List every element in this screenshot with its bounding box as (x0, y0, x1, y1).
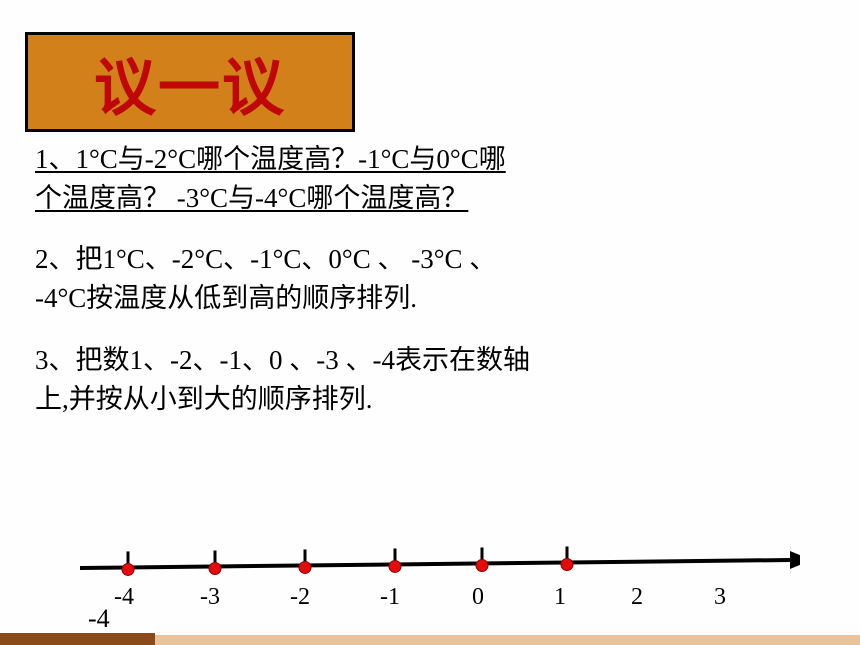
footer-base (155, 635, 860, 645)
svg-text:3: 3 (714, 584, 726, 610)
q1-line1: 1、1°C与-2°C哪个温度高？-1°C与0°C哪 (35, 140, 825, 179)
footer-bar (0, 635, 860, 645)
number-line-svg: -4 -3 -2 -1 0 1 2 3 (60, 530, 800, 620)
svg-text:2: 2 (631, 584, 643, 610)
question-3: 3、把数1、-2、-1、0 、-3 、-4表示在数轴 上,并按从小到大的顺序排列… (35, 341, 825, 419)
title-box: 议一议 (25, 32, 355, 132)
number-line: -4 -3 -2 -1 0 1 2 3 (60, 530, 800, 630)
title-text: 议一议 (94, 37, 286, 127)
svg-text:1: 1 (554, 584, 566, 610)
svg-text:-2: -2 (290, 584, 310, 610)
q3-line1: 3、把数1、-2、-1、0 、-3 、-4表示在数轴 (35, 341, 825, 380)
q2-line2: -4°C按温度从低到高的顺序排列. (35, 279, 825, 318)
question-2: 2、把1°C、-2°C、-1°C、0°C 、 -3°C 、 -4°C按温度从低到… (35, 240, 825, 318)
q2-line1: 2、把1°C、-2°C、-1°C、0°C 、 -3°C 、 (35, 240, 825, 279)
question-1: 1、1°C与-2°C哪个温度高？-1°C与0°C哪 个温度高？ -3°C与-4°… (35, 140, 825, 218)
svg-text:0: 0 (472, 584, 484, 610)
footer-accent (0, 633, 155, 645)
q1-line2: 个温度高？ -3°C与-4°C哪个温度高？ (35, 179, 825, 218)
content-area: 1、1°C与-2°C哪个温度高？-1°C与0°C哪 个温度高？ -3°C与-4°… (35, 140, 825, 441)
svg-text:-4: -4 (114, 584, 134, 610)
neg4-extra-label: -4 (88, 604, 110, 634)
q3-line2: 上,并按从小到大的顺序排列. (35, 380, 825, 419)
svg-text:-3: -3 (200, 584, 220, 610)
svg-text:-1: -1 (380, 584, 400, 610)
